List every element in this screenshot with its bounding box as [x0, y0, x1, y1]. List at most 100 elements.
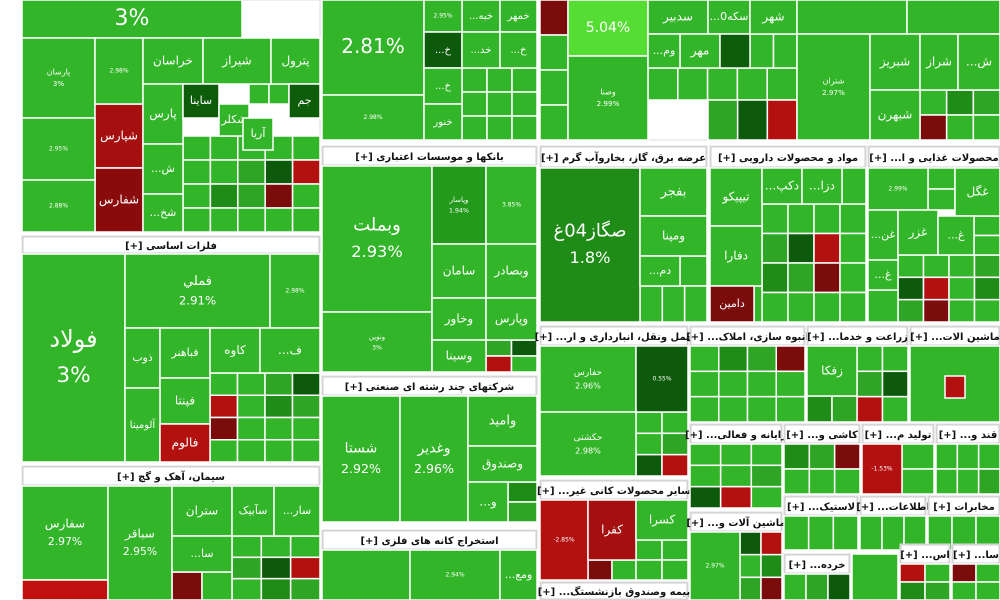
tile[interactable] — [409, 549, 501, 600]
tile[interactable] — [467, 481, 509, 523]
sector-title[interactable]: سیمان، آهک و گچ [+] — [117, 470, 225, 483]
sector-title[interactable]: خرده... [+] — [789, 560, 846, 571]
tile[interactable] — [431, 165, 487, 245]
tile[interactable] — [499, 549, 538, 600]
tile[interactable] — [567, 55, 649, 141]
sector-title[interactable]: محصولات غذایی و ا... [+] — [869, 153, 998, 164]
tile[interactable] — [689, 531, 741, 600]
tile[interactable] — [707, 0, 751, 35]
tile[interactable] — [159, 423, 211, 463]
tile[interactable] — [485, 297, 538, 341]
sector-title[interactable]: سایر محصولات کانی غیر... [+] — [537, 486, 691, 497]
tile[interactable] — [796, 33, 871, 141]
tile[interactable] — [142, 193, 184, 233]
tile[interactable] — [485, 243, 538, 299]
sector-header[interactable] — [868, 146, 1000, 168]
tile[interactable] — [209, 327, 261, 374]
tile[interactable] — [21, 485, 109, 581]
tile[interactable] — [107, 485, 173, 600]
sector-title[interactable]: شرکتهای چند رشته ای صنعتی [+] — [345, 382, 515, 393]
sector-header[interactable] — [952, 544, 1000, 564]
sector-header[interactable] — [540, 326, 688, 346]
sector-header[interactable] — [784, 424, 860, 444]
tile[interactable] — [269, 253, 321, 329]
sector-title[interactable]: عرضه برق، گاز، بخاروآب گرم [+] — [541, 151, 706, 164]
tile[interactable] — [539, 499, 589, 581]
tile[interactable] — [647, 33, 681, 69]
sector-header[interactable] — [540, 480, 688, 500]
tile[interactable] — [242, 117, 274, 151]
tile[interactable] — [485, 165, 538, 245]
tile[interactable] — [679, 33, 721, 69]
tile[interactable] — [709, 167, 763, 227]
sector-title[interactable]: تولید م... [+] — [865, 430, 932, 441]
sector-header[interactable] — [322, 530, 537, 550]
tile[interactable] — [867, 259, 899, 291]
tile[interactable] — [749, 0, 798, 35]
tile[interactable] — [635, 499, 689, 541]
tile[interactable] — [21, 37, 96, 119]
tile[interactable] — [423, 0, 463, 33]
sector-header[interactable] — [322, 376, 537, 396]
sector-header[interactable] — [322, 146, 537, 166]
sector-title[interactable]: ماشین آلات و... [+] — [686, 516, 785, 529]
tile[interactable] — [321, 165, 433, 313]
tile[interactable] — [21, 579, 109, 600]
sector-title[interactable]: قند و... [+] — [939, 430, 998, 441]
tile[interactable] — [719, 33, 751, 69]
tile[interactable] — [539, 167, 641, 323]
tile[interactable] — [539, 345, 637, 413]
sector-header[interactable] — [936, 424, 1000, 444]
tile[interactable] — [182, 83, 220, 119]
tile[interactable] — [321, 0, 425, 96]
tile[interactable] — [423, 31, 463, 69]
sector-title[interactable]: کاشی و... [+] — [786, 430, 858, 441]
tile[interactable] — [94, 167, 144, 233]
tile[interactable] — [94, 37, 144, 105]
sector-header[interactable] — [784, 554, 850, 574]
sector-header[interactable] — [690, 424, 782, 444]
sector-header[interactable] — [910, 326, 1000, 346]
tile[interactable] — [21, 117, 96, 181]
tile[interactable] — [270, 37, 321, 85]
sector-header[interactable] — [862, 424, 934, 444]
tile[interactable] — [635, 345, 689, 413]
tile[interactable] — [944, 375, 966, 399]
sector-title[interactable]: زراعت و خدما... [+] — [807, 332, 908, 343]
tile[interactable] — [321, 311, 433, 373]
tile[interactable] — [171, 535, 233, 573]
tile[interactable] — [801, 167, 843, 205]
tile[interactable] — [937, 215, 975, 256]
tile[interactable] — [431, 339, 487, 373]
tile[interactable] — [869, 89, 921, 141]
tile[interactable] — [461, 31, 501, 69]
sector-title[interactable]: مواد و محصولات دارویی [+] — [718, 153, 858, 164]
tile[interactable] — [21, 179, 96, 233]
tile[interactable] — [21, 0, 243, 39]
tile[interactable] — [761, 167, 803, 205]
tile[interactable] — [867, 209, 899, 261]
sector-header[interactable] — [860, 496, 926, 516]
sector-title[interactable]: بانکها و موسسات اعتباری [+] — [355, 152, 503, 163]
tile[interactable] — [639, 167, 708, 217]
tile[interactable] — [709, 285, 755, 323]
sector-title[interactable]: اس... [+] — [900, 550, 950, 561]
tile[interactable] — [587, 499, 637, 561]
tile[interactable] — [867, 167, 929, 211]
tile[interactable] — [639, 255, 681, 287]
tile[interactable] — [796, 0, 908, 35]
tile[interactable] — [399, 395, 469, 523]
tile[interactable] — [954, 167, 1000, 217]
sector-title[interactable]: اطلاعات... [+] — [856, 502, 929, 513]
tile[interactable] — [567, 0, 649, 57]
sector-header[interactable] — [784, 496, 858, 516]
tile[interactable] — [499, 31, 538, 69]
sector-title[interactable]: فلزات اساسی [+] — [125, 241, 217, 252]
tile[interactable] — [171, 485, 233, 537]
tile[interactable] — [321, 395, 401, 523]
sector-title[interactable]: لاستیک... [+] — [787, 502, 855, 513]
sector-title[interactable]: استخراج کانه های فلزی [+] — [360, 536, 498, 547]
sector-title[interactable]: سا... [+] — [953, 550, 999, 561]
tile[interactable] — [647, 0, 709, 35]
sector-header[interactable] — [540, 146, 707, 168]
